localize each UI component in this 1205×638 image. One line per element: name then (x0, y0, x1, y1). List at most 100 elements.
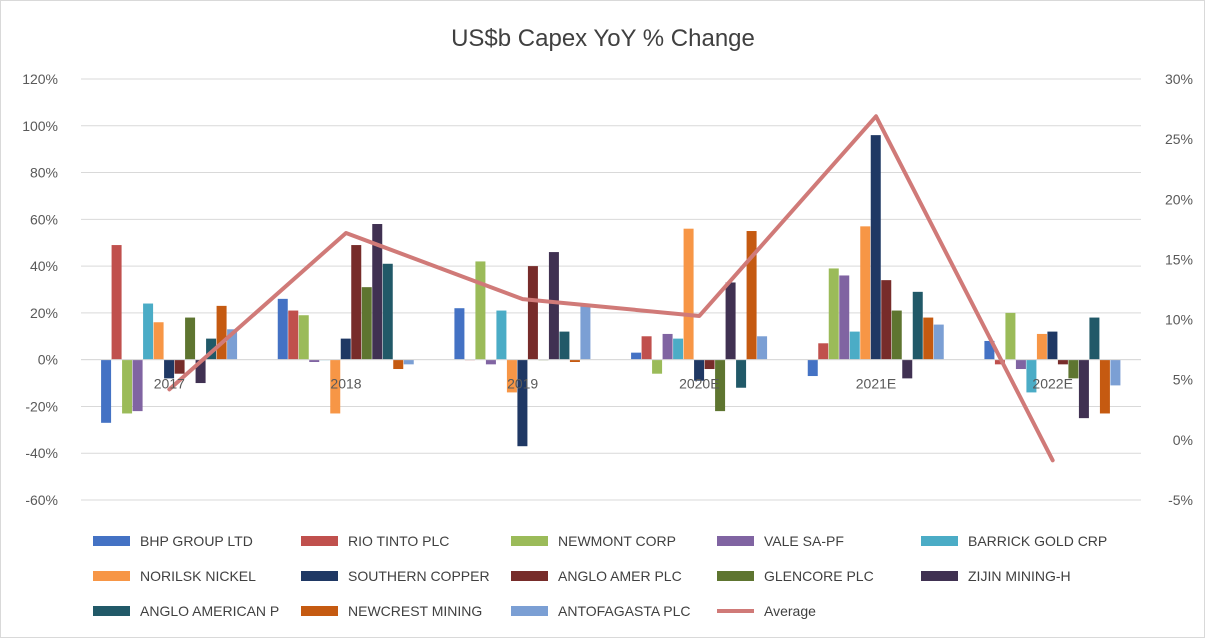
y2-axis-ticks: -5% 0% 5% 10% 15% 20% 25% 30% (1165, 71, 1193, 508)
legend-label: VALE SA-PF (764, 533, 844, 549)
bar (101, 359, 112, 423)
bar (517, 359, 528, 447)
bar (881, 280, 892, 360)
bar (1078, 359, 1089, 419)
legend-swatch (511, 606, 548, 616)
bar (559, 331, 570, 360)
bar (298, 315, 309, 360)
bar (454, 308, 465, 360)
legend-swatch (93, 571, 130, 581)
y-tick-label: 20% (30, 305, 58, 321)
legend-item: ANTOFAGASTA PLC (511, 603, 691, 619)
x-tick-label: 2022E (1032, 376, 1072, 392)
bar (288, 310, 299, 360)
legend-item: BARRICK GOLD CRP (921, 533, 1107, 549)
legend-swatch (93, 536, 130, 546)
bar (746, 231, 757, 360)
bar (807, 359, 818, 377)
bar (1057, 359, 1068, 365)
legend-label: BARRICK GOLD CRP (968, 533, 1107, 549)
y2-tick-label: 25% (1165, 131, 1193, 147)
bar (309, 359, 320, 363)
bar (132, 359, 143, 412)
bar (828, 268, 839, 360)
legend-item: NEWCREST MINING (301, 603, 482, 619)
bar (912, 291, 923, 360)
bar (580, 305, 591, 360)
bar (757, 336, 768, 360)
bar (683, 228, 694, 360)
bar (164, 359, 175, 379)
bar (506, 359, 517, 393)
bar (122, 359, 133, 414)
y-tick-label: 120% (22, 71, 58, 87)
legend-item: ANGLO AMER PLC (511, 568, 682, 584)
y2-tick-label: 30% (1165, 71, 1193, 87)
legend-item: SOUTHERN COPPER (301, 568, 490, 584)
bar (485, 359, 496, 365)
bar (933, 324, 944, 360)
bar (153, 322, 164, 360)
bar (662, 333, 673, 360)
y-tick-label: 60% (30, 211, 58, 227)
legend-label: SOUTHERN COPPER (348, 568, 490, 584)
legend-label: RIO TINTO PLC (348, 533, 449, 549)
y-tick-label: 0% (38, 352, 58, 368)
bar (174, 359, 185, 374)
y2-tick-label: 0% (1173, 432, 1193, 448)
legend-label: ZIJIN MINING-H (968, 568, 1071, 584)
bar (143, 303, 154, 360)
bar (206, 338, 217, 360)
legend-swatch (301, 606, 338, 616)
average-line (167, 114, 1055, 463)
bar (340, 338, 351, 360)
bar (111, 245, 122, 360)
y2-tick-label: -5% (1168, 492, 1193, 508)
legend-label: NEWCREST MINING (348, 603, 482, 619)
bar (818, 343, 829, 360)
legend-swatch (93, 606, 130, 616)
bar (1068, 359, 1079, 379)
bar (403, 359, 414, 365)
bar (1015, 359, 1026, 370)
bar (1099, 359, 1110, 414)
bar (725, 282, 736, 360)
bar (1089, 317, 1100, 360)
legend-swatch (301, 571, 338, 581)
y-tick-label: -60% (25, 492, 58, 508)
bar (372, 224, 383, 360)
y-tick-label: -20% (25, 398, 58, 414)
y-tick-label: -40% (25, 445, 58, 461)
x-tick-label: 2020E (679, 376, 719, 392)
bar (891, 310, 902, 360)
legend-swatch (301, 536, 338, 546)
legend-swatch (717, 536, 754, 546)
legend-item: RIO TINTO PLC (301, 533, 449, 549)
bar (673, 338, 684, 360)
bar (736, 359, 747, 388)
x-axis-ticks: 2017 2018 2019 2020E 2021E 2022E (154, 376, 1073, 392)
gridlines (81, 78, 1141, 501)
legend-item: VALE SA-PF (717, 533, 844, 549)
bar (704, 359, 715, 370)
bar (631, 352, 642, 360)
legend-swatch (921, 536, 958, 546)
legend-item: NORILSK NICKEL (93, 568, 256, 584)
y-axis-ticks: -60% -40% -20% 0% 20% 40% 60% 80% 100% 120% (22, 71, 58, 508)
bar (475, 261, 486, 360)
bar (1036, 333, 1047, 360)
x-tick-label: 2019 (507, 376, 538, 392)
legend-swatch (511, 571, 548, 581)
legend-label: Average (764, 603, 816, 619)
bar (984, 340, 995, 360)
bar (382, 263, 393, 360)
bar (994, 359, 1005, 365)
bar (496, 310, 507, 360)
legend-item: BHP GROUP LTD (93, 533, 253, 549)
bar (870, 135, 881, 360)
bar (195, 359, 206, 384)
legend-label: NEWMONT CORP (558, 533, 676, 549)
legend-label: ANTOFAGASTA PLC (558, 603, 691, 619)
bar (860, 226, 871, 360)
legend-label: ANGLO AMER PLC (558, 568, 682, 584)
